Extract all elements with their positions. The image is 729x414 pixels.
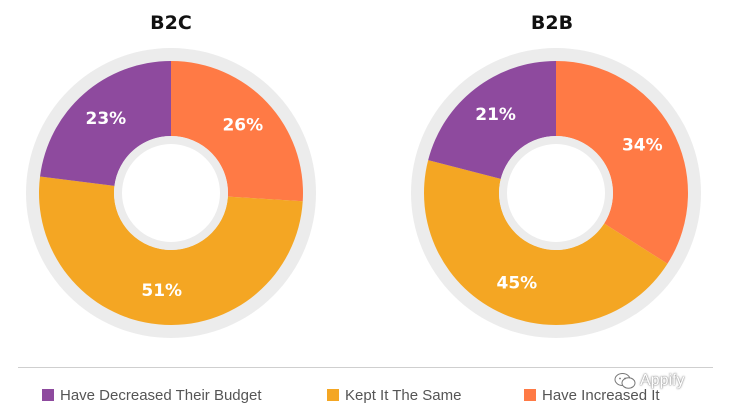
legend: Have Decreased Their Budget Kept It The … [0, 383, 729, 407]
watermark: Appify [614, 369, 684, 393]
b2c-label-kept: 51% [141, 281, 182, 301]
legend-item-kept: Kept It The Same [327, 383, 461, 407]
b2b-label-decreased: 21% [475, 105, 516, 125]
b2c-slice-decreased [40, 61, 171, 186]
legend-swatch-increased [524, 389, 536, 401]
legend-swatch-decreased [42, 389, 54, 401]
b2c-label-decreased: 23% [86, 109, 127, 129]
legend-label-decreased: Have Decreased Their Budget [60, 386, 262, 404]
b2c-chart-title: B2C [150, 12, 192, 34]
legend-item-increased: Have Increased It [524, 383, 660, 407]
b2c-center-hole [122, 144, 220, 242]
legend-label-increased: Have Increased It [542, 386, 660, 404]
watermark-text: Appify [640, 372, 685, 389]
b2c-slice-increased [171, 61, 303, 202]
b2c-slice-kept [38, 176, 303, 326]
b2b-label-increased: 34% [622, 136, 663, 156]
b2b-center-hole [507, 144, 605, 242]
b2b-slice-decreased [428, 61, 556, 179]
legend-swatch-kept [327, 389, 339, 401]
b2b-label-kept: 45% [497, 273, 538, 293]
legend-item-decreased: Have Decreased Their Budget [42, 383, 262, 407]
b2c-donut-chart: 26% 51% 23% [26, 48, 316, 338]
b2b-slice-kept [423, 160, 668, 326]
b2b-slice-increased [556, 61, 688, 264]
b2c-label-increased: 26% [222, 116, 263, 136]
legend-label-kept: Kept It The Same [345, 386, 462, 404]
b2b-donut-chart: 34% 45% 21% [411, 48, 701, 338]
b2b-chart-title: B2B [530, 12, 574, 34]
wechat-icon [614, 373, 636, 389]
legend-divider [18, 367, 713, 368]
